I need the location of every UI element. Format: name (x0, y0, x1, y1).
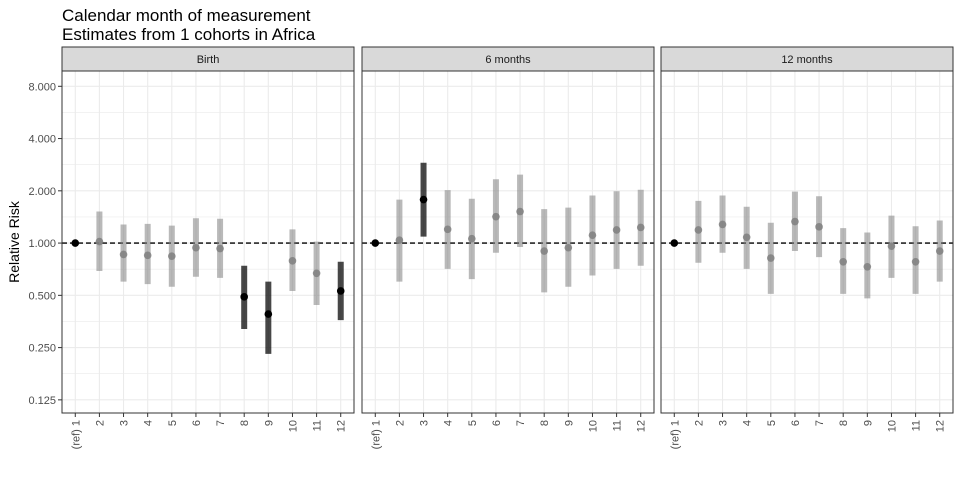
facet-strip-label: 12 months (781, 54, 833, 66)
x-tick-label: 11 (612, 420, 624, 431)
y-tick-label: 0.125 (28, 395, 56, 407)
estimate-point (168, 252, 176, 261)
estimate-point (839, 258, 847, 266)
x-tick-label: 12 (935, 420, 947, 432)
x-tick-label: 9 (563, 420, 575, 426)
x-tick-label: 6 (491, 420, 503, 426)
x-tick-label: (ref) 1 (669, 420, 681, 449)
y-axis-title: Relative Risk (6, 200, 22, 283)
estimate-point (492, 212, 500, 221)
estimate-point (791, 217, 799, 226)
x-tick-label: 4 (143, 420, 155, 426)
estimate-point (192, 243, 200, 252)
y-tick-label: 4.000 (28, 134, 56, 146)
x-tick-label: 2 (394, 420, 406, 426)
estimate-point (395, 236, 404, 244)
estimate-point (336, 287, 345, 295)
panel-border (660, 70, 954, 414)
chart-subtitle: Estimates from 1 cohorts in Africa (62, 25, 316, 44)
estimate-point (694, 226, 703, 234)
estimate-point (588, 231, 597, 240)
estimate-point (540, 247, 548, 255)
panel-background (362, 71, 654, 413)
x-tick-label: 8 (239, 420, 251, 426)
x-tick-label: 7 (215, 420, 227, 426)
estimate-point (143, 251, 152, 260)
x-tick-label: 7 (814, 420, 826, 426)
estimate-point (468, 234, 476, 243)
estimate-point (264, 310, 273, 318)
x-tick-label: 3 (718, 420, 730, 426)
estimate-point (767, 254, 775, 262)
x-tick-label: 4 (742, 420, 754, 426)
x-tick-label: 12 (336, 420, 348, 432)
x-tick-label: 10 (287, 420, 299, 432)
facet-strip-label: Birth (197, 54, 220, 66)
x-tick-label: 4 (443, 420, 455, 426)
panel-background (661, 71, 953, 413)
estimate-point (71, 239, 80, 247)
estimate-point (443, 225, 452, 234)
x-tick-label: 5 (766, 420, 778, 426)
y-tick-label: 2.000 (28, 186, 56, 198)
x-tick-label: 2 (693, 420, 705, 426)
estimate-point (288, 257, 297, 265)
y-axis: 0.125 0.250 0.500 1.000 2.000 4.000 8.000 (28, 81, 62, 407)
estimate-point (516, 207, 524, 216)
x-tick-label: 5 (467, 420, 479, 426)
y-tick-label: 0.250 (28, 343, 56, 355)
x-tick-label: 8 (539, 420, 551, 426)
x-tick-label: 11 (911, 420, 923, 431)
x-tick-label: 11 (312, 420, 324, 431)
estimate-point (935, 247, 944, 255)
y-tick-label: 0.500 (28, 290, 56, 302)
x-tick-label: 2 (94, 420, 106, 426)
x-tick-label: 10 (587, 420, 599, 432)
x-tick-label: 8 (838, 420, 850, 426)
facet-panels: Birth (ref) 1 2 3 4 5 6 7 8 9 10 11 12 6 months (ref) … (61, 46, 954, 449)
x-tick-label: 12 (636, 420, 648, 432)
x-tick-label: 6 (790, 420, 802, 426)
facet-panel: 12 months (ref) 1 2 3 4 5 6 7 8 9 10 11 12 (660, 46, 954, 449)
estimate-point (95, 237, 104, 246)
x-tick-label: 3 (419, 420, 431, 426)
x-tick-label: (ref) 1 (70, 420, 82, 449)
panel-border (361, 70, 655, 414)
x-tick-label: 9 (862, 420, 874, 426)
estimate-point (742, 233, 751, 242)
estimate-point (863, 263, 872, 271)
x-tick-label: 6 (191, 420, 203, 426)
facet-strip-label: 6 months (485, 54, 531, 66)
estimate-point (419, 195, 428, 204)
estimate-point (216, 244, 224, 253)
facet-panel: Birth (ref) 1 2 3 4 5 6 7 8 9 10 11 12 (61, 46, 355, 449)
x-tick-label: 7 (515, 420, 527, 426)
estimate-point (718, 220, 727, 229)
x-tick-label: 9 (263, 420, 275, 426)
estimate-point (371, 239, 380, 247)
x-tick-label: (ref) 1 (370, 420, 382, 449)
estimate-point (312, 269, 321, 278)
estimate-point (911, 258, 920, 266)
facet-panel: 6 months (ref) 1 2 3 4 5 6 7 8 9 10 11 12 (361, 46, 655, 449)
facet-strip (361, 46, 655, 72)
x-tick-label: 10 (886, 420, 898, 432)
estimate-point (240, 293, 248, 301)
estimate-point (636, 223, 645, 232)
x-tick-label: 3 (119, 420, 131, 426)
chart-title: Calendar month of measurement (62, 6, 311, 25)
estimate-point (564, 243, 573, 252)
x-tick-label: 5 (167, 420, 179, 426)
y-tick-label: 1.000 (28, 238, 56, 250)
estimate-point (119, 250, 128, 259)
estimate-point (670, 239, 679, 247)
estimate-point (815, 223, 823, 231)
estimate-point (612, 226, 621, 234)
estimate-point (887, 242, 896, 250)
panel-border (61, 70, 355, 414)
facet-strip (660, 46, 954, 72)
panel-background (62, 71, 354, 413)
y-tick-label: 8.000 (28, 81, 56, 93)
